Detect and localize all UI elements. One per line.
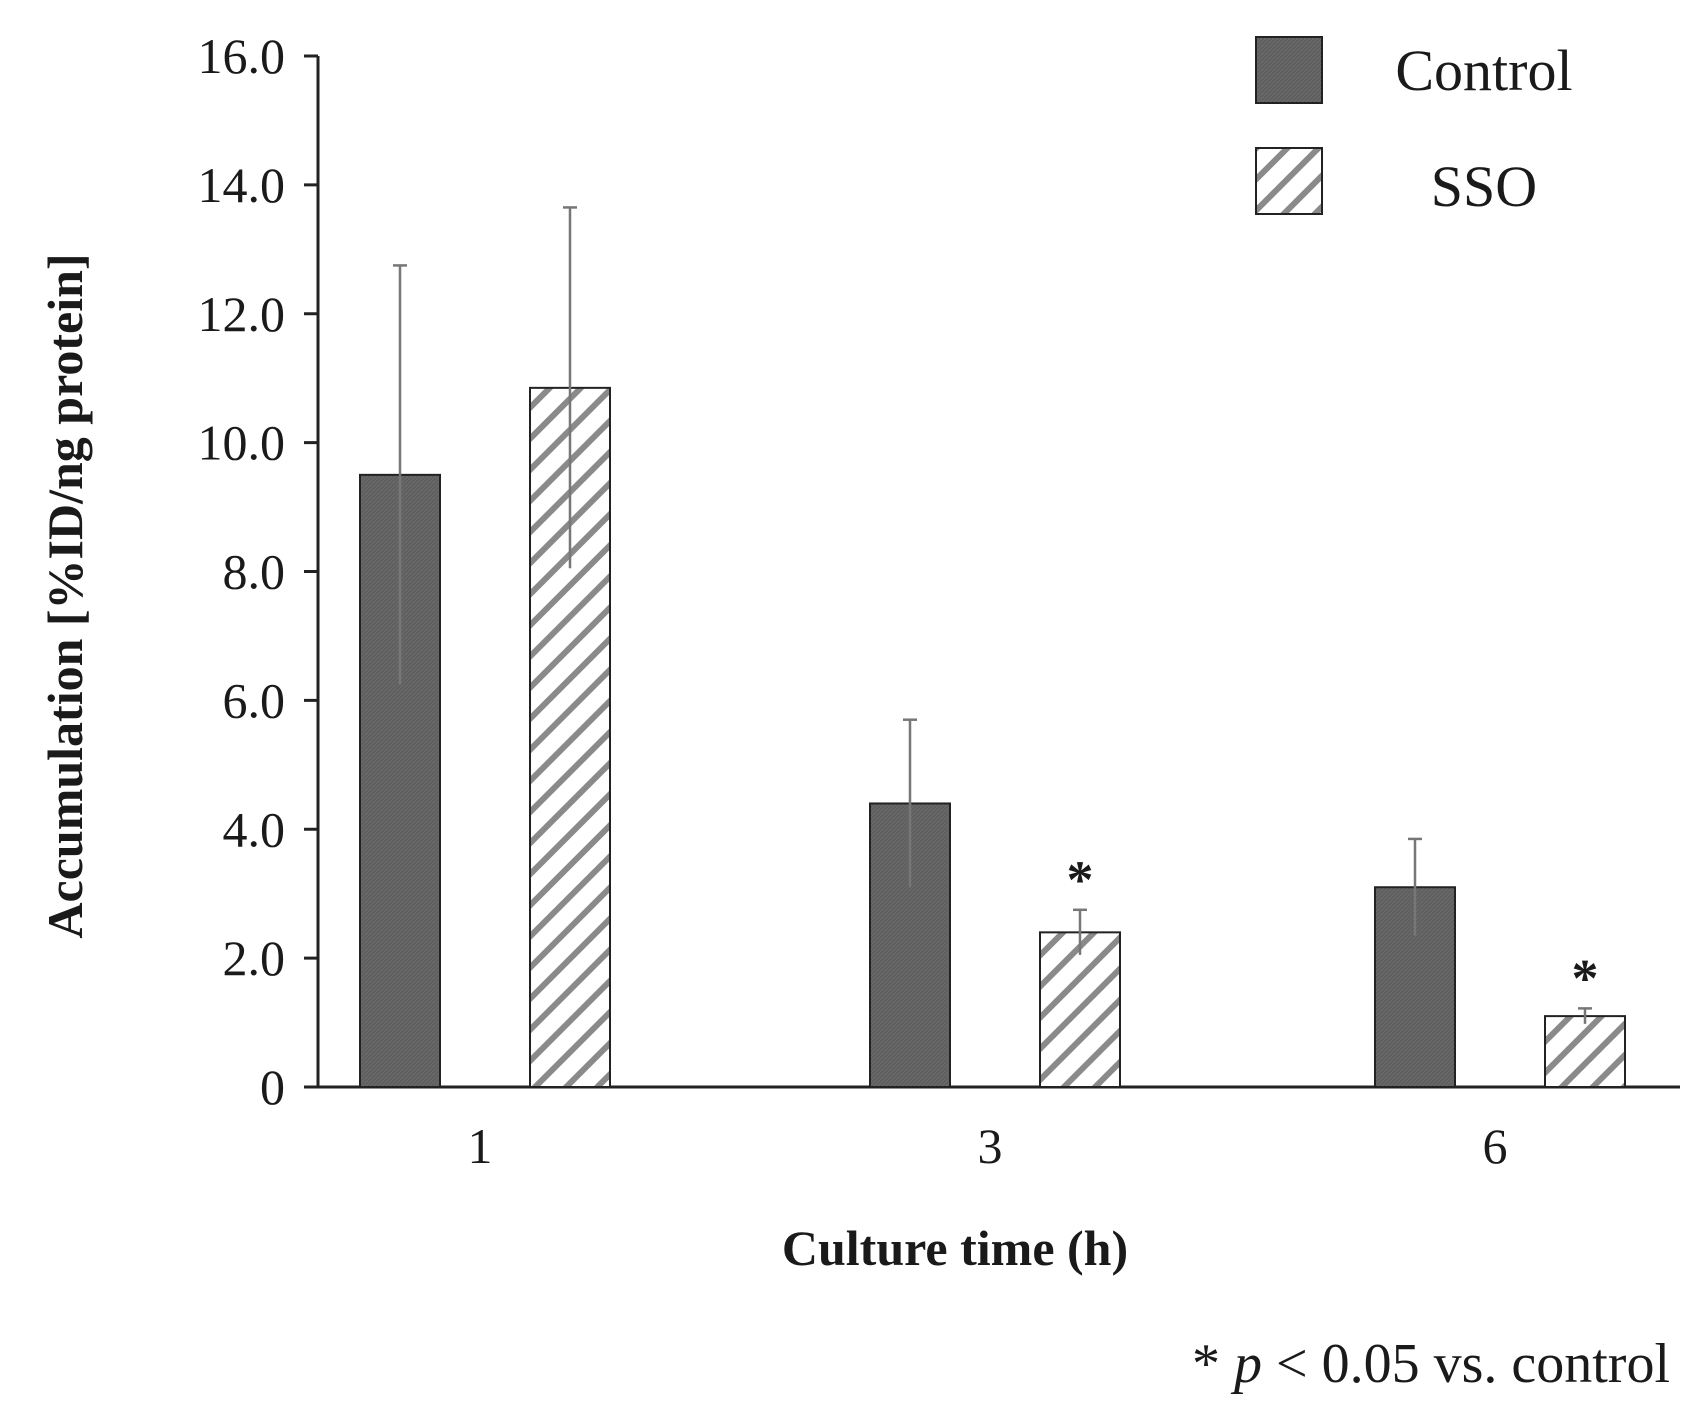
footnote-p: p [1230,1333,1262,1395]
y-tick-label: 2.0 [223,930,286,986]
x-tick-label: 3 [978,1118,1003,1174]
bars [359,386,1626,1089]
significance-markers: ** [1067,850,1599,1009]
x-axis-title: Culture time (h) [782,1220,1128,1276]
y-tick-label: 10.0 [198,415,286,471]
y-tick-label: 6.0 [223,672,286,728]
legend-label-control: Control [1395,38,1572,103]
significance-asterisk: * [1067,850,1094,910]
y-tick-label: 4.0 [223,801,286,857]
legend: Control SSO [1255,36,1573,219]
bar-sso [1039,931,1121,1088]
legend-swatch-control [1255,36,1323,104]
y-axis-title: Accumulation [%ID/ng protein] [37,253,93,938]
error-bars [393,206,1592,1024]
x-ticks: 1 3 6 [468,1118,1508,1174]
footnote-suffix: < 0.05 vs. control [1262,1333,1670,1395]
footnote-prefix: * [1192,1333,1234,1395]
x-tick-label: 1 [468,1118,493,1174]
y-tick-label: 14.0 [198,157,286,213]
legend-label-sso: SSO [1431,154,1537,219]
y-tick-label: 16.0 [198,28,286,84]
bar-sso [1544,1015,1626,1089]
legend-swatch-sso [1255,147,1323,215]
significance-asterisk: * [1572,948,1599,1008]
y-tick-label: 12.0 [198,286,286,342]
significance-footnote: * p < 0.05 vs. control [1192,1333,1670,1395]
x-tick-label: 6 [1483,1118,1508,1174]
y-tick-label: 0 [260,1059,285,1115]
y-ticks: 0 2.0 4.0 6.0 8.0 10.0 12.0 14.0 16.0 [198,28,318,1115]
y-tick-label: 8.0 [223,544,286,600]
